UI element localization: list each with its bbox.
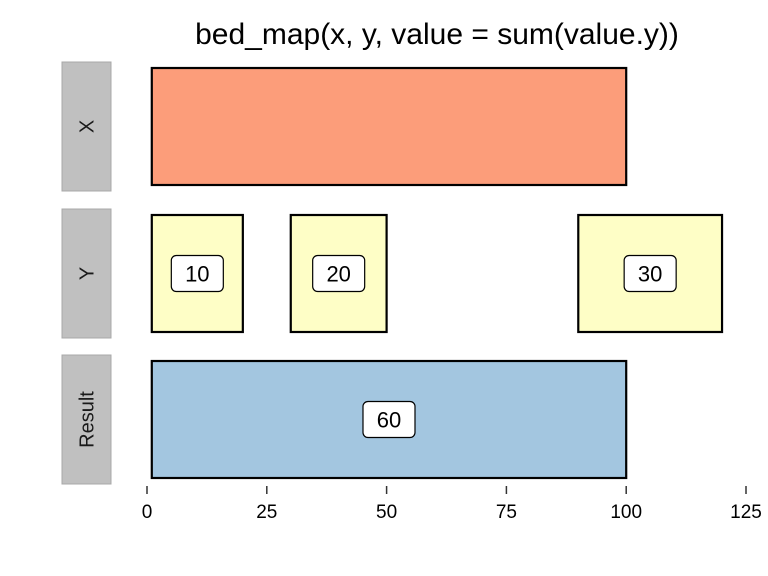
strip-label-result: Result [77, 391, 99, 448]
x-axis: 0 25 50 75 100 125 [142, 486, 762, 523]
strip-x [61, 61, 112, 192]
value-label-box [362, 400, 416, 439]
strip-y [61, 208, 112, 339]
x-tick-label: 25 [256, 502, 277, 523]
value-label-box [623, 254, 677, 293]
track-result: Result 60 [61, 354, 628, 485]
strip-label-x: X [77, 120, 99, 133]
value-label-box [312, 254, 366, 293]
track-y: Y 10 20 30 [61, 208, 724, 339]
x-tick-label: 0 [142, 502, 153, 523]
value-label: 60 [377, 408, 401, 433]
track-panels: X Y 10 20 30 Result 60 [61, 61, 724, 485]
x-tick-label: 75 [496, 502, 517, 523]
x-tick-label: 125 [730, 502, 762, 523]
value-label-box [170, 254, 224, 293]
value-label: 30 [638, 262, 662, 287]
x-tick-label: 100 [610, 502, 642, 523]
track-x: X [61, 61, 628, 192]
chart-title: bed_map(x, y, value = sum(value.y)) [195, 18, 679, 51]
value-label: 20 [326, 262, 350, 287]
strip-label-y: Y [77, 267, 99, 280]
interval-x-0 [150, 66, 628, 187]
value-label: 10 [185, 262, 209, 287]
x-tick-label: 50 [376, 502, 397, 523]
strip-result [61, 354, 112, 485]
